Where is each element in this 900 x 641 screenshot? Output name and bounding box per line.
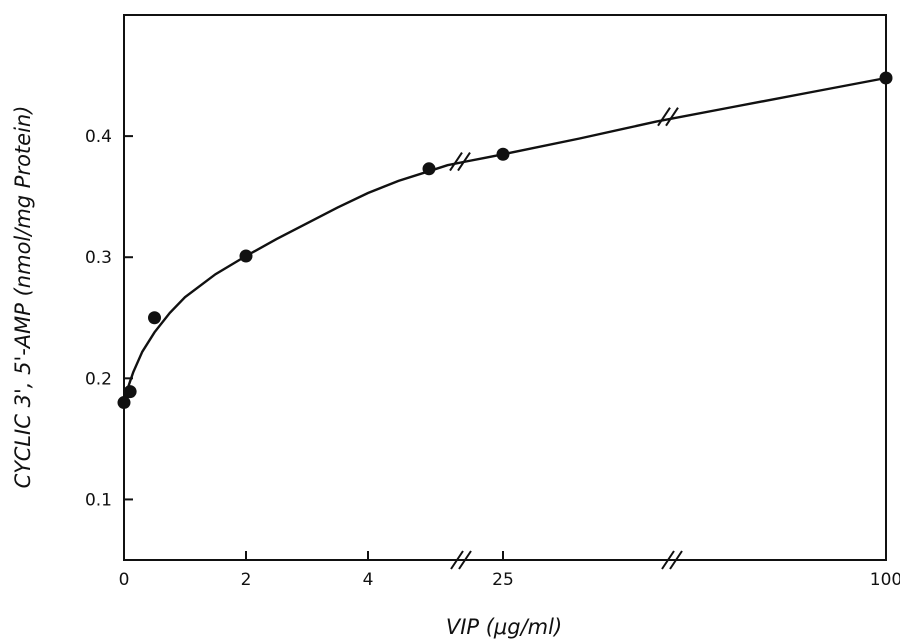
data-point: [117, 396, 131, 410]
curve-break-1: [449, 151, 471, 172]
y-tick-label: 0.4: [85, 127, 112, 147]
break-slash: [458, 550, 472, 570]
x-tick-label: 100: [870, 570, 900, 590]
y-axis-title: CYCLIC 3', 5'-AMP (nmol/mg Protein): [11, 106, 35, 489]
data-points: [117, 71, 893, 410]
tick-labels: 0 2 4 25 100 0.1 0.2 0.3 0.4: [85, 127, 900, 590]
y-tick-label: 0.3: [85, 248, 112, 268]
axis-breaks: [449, 107, 683, 570]
break-slash: [657, 107, 671, 127]
break-slash: [450, 550, 464, 570]
break-slash: [669, 550, 683, 570]
x-axis-break-1: [450, 550, 472, 570]
x-axis-title: VIP (μg/ml): [446, 615, 562, 639]
tick-marks: [123, 135, 887, 560]
data-point: [496, 147, 510, 161]
break-slash: [661, 550, 675, 570]
fit-curve-group: [122, 76, 887, 403]
y-tick-label: 0.2: [85, 369, 112, 389]
plot-frame: [123, 14, 887, 561]
data-point: [422, 162, 436, 176]
y-tick-label: 0.1: [85, 490, 112, 510]
fit-curve: [122, 76, 887, 403]
x-axis-break-2: [661, 550, 683, 570]
x-tick-label: 25: [492, 570, 514, 590]
x-tick-label: 0: [119, 570, 130, 590]
break-slash: [665, 107, 679, 127]
break-slash: [449, 151, 463, 172]
data-point: [239, 249, 253, 263]
break-slash: [457, 151, 471, 172]
curve-break-2: [657, 107, 679, 127]
x-tick-label: 4: [363, 570, 374, 590]
data-point: [123, 385, 137, 399]
plot-border: [123, 14, 887, 561]
data-point: [879, 71, 893, 85]
data-point: [148, 311, 161, 325]
x-tick-label: 2: [241, 570, 252, 590]
